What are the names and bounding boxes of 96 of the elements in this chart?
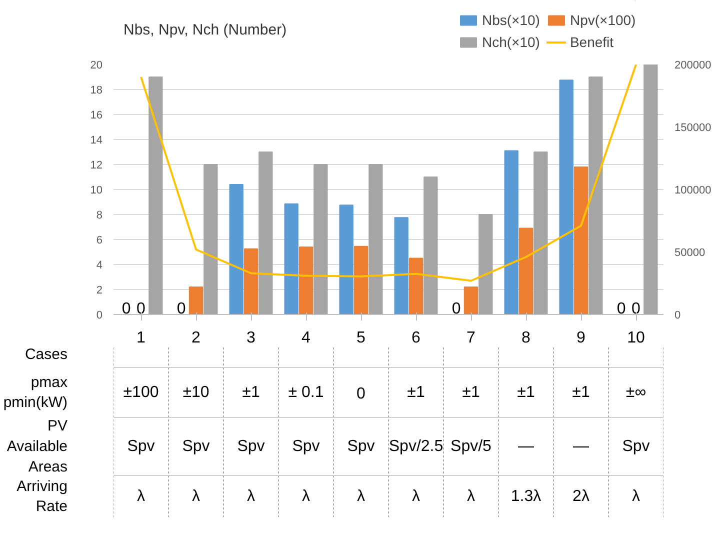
y-tick-label: 20 (90, 60, 103, 72)
bar (574, 166, 588, 314)
text: ±∞ (626, 384, 646, 401)
text: λ (632, 488, 640, 505)
text: ±1 (407, 384, 425, 401)
text: λ (412, 488, 420, 505)
text: Spv (622, 438, 650, 455)
bar (188, 286, 204, 314)
y2-tick-label: 200000 (674, 60, 712, 72)
bar (298, 246, 314, 314)
text: ±10 (182, 384, 210, 401)
data-label: 0 (122, 300, 131, 318)
y-tick-label: 2 (96, 284, 103, 296)
bar (424, 176, 438, 314)
bar (354, 246, 368, 314)
bar (244, 248, 258, 314)
text: λ (192, 488, 200, 505)
bar (559, 80, 574, 314)
data-label: 0 (176, 300, 186, 318)
data-label: 0 (136, 300, 146, 318)
text: λ (302, 488, 310, 505)
text: pmax pmin(kW) (3, 374, 68, 412)
y-tick-label: 12 (90, 160, 103, 172)
line-series (140, 64, 637, 282)
text: Spv (237, 438, 265, 455)
text: 2λ (572, 488, 590, 505)
bar (204, 164, 218, 314)
text: λ (137, 488, 145, 505)
y-tick-label: 16 (90, 110, 103, 122)
bar (148, 76, 163, 314)
text: ±1 (462, 384, 480, 401)
x-tick-label: 5 (356, 330, 366, 346)
y-axis-title: Nbs, Npv, Nch (Number) (124, 22, 287, 38)
legend-label: Nch(×10) (482, 34, 540, 50)
text: ±1 (242, 384, 260, 401)
bar (478, 214, 493, 314)
x-tick-label: 3 (246, 330, 256, 346)
bar (284, 203, 298, 314)
text: Arriving Rate (16, 478, 68, 516)
x-tick-label: 9 (576, 330, 586, 346)
text: Spv (127, 438, 155, 455)
y-tick-label: 18 (90, 84, 103, 96)
x-tick-label: 4 (302, 330, 311, 346)
legend-label: Nbs(×10) (482, 12, 540, 28)
text: ±100 (123, 384, 159, 401)
bar (464, 286, 478, 314)
text: ±1 (517, 384, 535, 401)
y-tick-label: 14 (90, 134, 103, 146)
text: 1.3λ (510, 488, 542, 505)
data-label: 0 (452, 300, 461, 318)
text: Spv (347, 438, 375, 455)
y-tick-label: 8 (96, 210, 103, 222)
bar (408, 258, 424, 314)
bar (534, 152, 548, 314)
text: — (518, 438, 534, 455)
text: — (573, 438, 589, 455)
bar (518, 228, 534, 314)
y-tick-label: 6 (96, 234, 103, 246)
bar (644, 64, 658, 314)
legend-label: Npv(×100) (570, 12, 636, 28)
y-tick-label: 10 (90, 184, 103, 196)
x-tick-label: 7 (466, 330, 476, 346)
x-tick-label: 6 (412, 330, 421, 346)
bar (229, 184, 244, 314)
bar (314, 164, 328, 314)
x-axis-title: Cases (24, 346, 68, 363)
y2-tick-label: 0 (674, 310, 681, 322)
y-tick-label: 0 (96, 310, 103, 322)
text: 0 (356, 386, 366, 402)
y2-tick-label: 50000 (674, 247, 706, 259)
x-tick-label: 10 (627, 330, 645, 346)
x-tick-label: 1 (136, 330, 146, 346)
legend-label: Benefit (570, 34, 614, 50)
data-label: 0 (632, 300, 641, 318)
y2-tick-label: 100000 (674, 184, 712, 196)
bar (339, 204, 354, 314)
text: Spv/5 (450, 438, 492, 455)
bar (394, 217, 408, 314)
bar (368, 164, 383, 314)
text: Spv (182, 438, 210, 455)
text: Spv (292, 438, 320, 455)
y2-tick-label: 150000 (674, 122, 712, 134)
text: Spv/2.5 (388, 438, 444, 455)
bar (258, 152, 273, 314)
text: ± 0.1 (288, 384, 324, 401)
bar (504, 150, 518, 314)
text: PV Available Areas (6, 418, 68, 476)
y-tick-label: 4 (96, 260, 103, 272)
text: λ (247, 488, 255, 505)
x-tick-label: 8 (522, 330, 531, 346)
data-label: 0 (616, 300, 626, 318)
text: ±1 (572, 384, 590, 401)
text: λ (467, 488, 475, 505)
x-tick-label: 2 (192, 330, 201, 346)
text: λ (357, 488, 365, 505)
bar (588, 76, 603, 314)
